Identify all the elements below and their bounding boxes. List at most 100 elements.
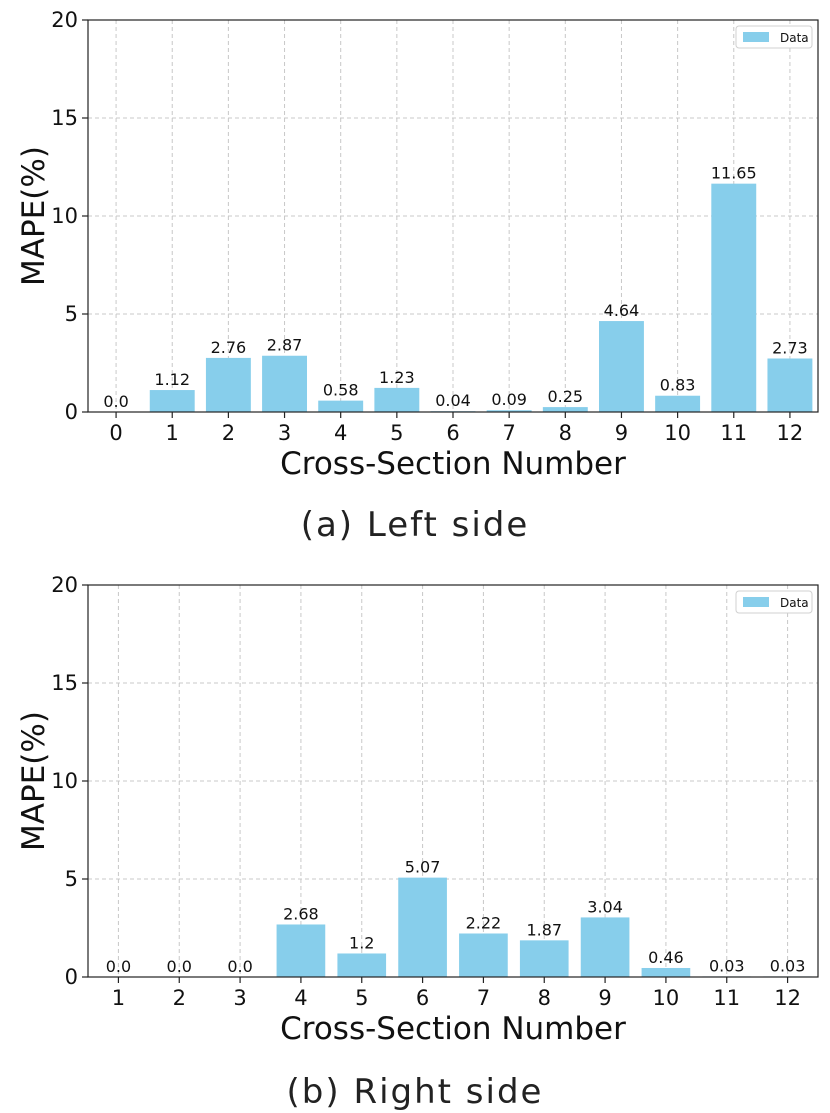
bar-value-label: 0.58 [323,381,359,400]
x-axis-label: Cross-Section Number [280,446,626,482]
bar-value-label: 1.2 [349,933,374,952]
x-tick-label: 9 [615,421,628,445]
y-tick-label: 15 [51,671,78,695]
bar-value-label: 0.0 [227,957,252,976]
bar [519,940,569,977]
x-tick-label: 6 [416,986,429,1010]
x-tick-label: 3 [233,986,246,1010]
legend: Data [735,590,813,614]
bar [767,358,813,412]
y-axis-ticks: 0 5 10 15 20 [51,8,88,424]
legend-swatch [743,32,769,42]
legend-box [735,590,813,614]
bar-value-label: 3.04 [587,897,623,916]
y-tick-label: 15 [51,106,78,130]
bars: 0.0 0.0 0.0 2.68 1.2 5.07 2.22 1.87 3.04 0.46 0.03… [106,858,812,977]
x-tick-label: 9 [598,986,611,1010]
x-tick-label: 2 [173,986,186,1010]
bar [542,407,588,412]
x-tick-label: 8 [559,421,572,445]
x-tick-label: 10 [664,421,691,445]
x-axis-label: Cross-Section Number [280,1011,626,1047]
bar-value-label: 2.73 [772,338,808,357]
legend-box [735,25,813,49]
caption-left-side: (a) Left side [300,505,530,545]
bar [205,357,251,412]
y-axis-ticks: 0 5 10 15 20 [51,573,88,989]
x-tick-label: 11 [720,421,747,445]
x-tick-label: 8 [538,986,551,1010]
bar [641,967,691,977]
y-tick-label: 0 [65,965,78,989]
bar-value-label: 5.07 [405,858,441,877]
legend-label: Data [780,596,809,610]
bar [374,387,420,412]
bar-value-label: 4.64 [604,301,640,320]
x-axis-ticks: 0 1 2 3 4 5 6 7 8 9 10 11 12 [109,412,803,445]
x-tick-label: 4 [294,986,307,1010]
x-tick-label: 1 [112,986,125,1010]
bar-value-label: 0.03 [709,956,745,975]
bar [711,183,757,412]
bar-value-label: 0.0 [106,957,131,976]
y-tick-label: 10 [51,769,78,793]
bars: 0.0 1.12 2.76 2.87 0.58 1.23 0.04 0.09 0.25 4.64 0… [103,164,813,412]
bar-value-label: 0.09 [491,390,527,409]
x-axis-ticks: 1 2 3 4 5 6 7 8 9 10 11 12 [112,977,801,1010]
bar-value-label: 2.76 [211,338,247,357]
x-tick-label: 1 [166,421,179,445]
x-tick-label: 7 [477,986,490,1010]
grid [88,584,818,978]
bar [276,924,326,977]
bar-value-label: 0.83 [660,376,696,395]
bar [486,410,532,412]
legend: Data [735,25,813,49]
bar-value-label: 0.46 [648,948,684,967]
bar-value-label: 1.23 [379,368,415,387]
chart-left-side: 0.0 1.12 2.76 2.87 0.58 1.23 0.04 0.09 0.25 4.64 0… [16,8,819,482]
y-tick-label: 0 [65,400,78,424]
x-tick-label: 2 [222,421,235,445]
x-tick-label: 12 [777,421,804,445]
bar [398,877,447,977]
y-axis-label: MAPE(%) [16,146,52,286]
x-tick-label: 10 [653,986,680,1010]
x-tick-label: 11 [713,986,740,1010]
bar [337,953,387,977]
y-tick-label: 5 [65,867,78,891]
x-tick-label: 4 [334,421,347,445]
bar [599,321,644,412]
x-tick-label: 0 [109,421,122,445]
bar-value-label: 1.87 [526,920,562,939]
bar [318,400,364,412]
x-tick-label: 12 [774,986,801,1010]
x-tick-label: 6 [446,421,459,445]
y-tick-label: 20 [51,8,78,32]
bar-value-label: 0.0 [103,392,128,411]
bar-value-label: 1.12 [154,370,190,389]
bar-value-label: 2.87 [267,336,303,355]
bar-value-label: 2.68 [283,904,319,923]
bar-value-label: 0.25 [547,387,583,406]
bar [655,395,701,412]
legend-swatch [743,597,769,607]
y-axis-label: MAPE(%) [16,711,52,851]
bar [580,917,630,977]
x-tick-label: 5 [390,421,403,445]
bar [149,390,195,412]
legend-label: Data [780,31,809,45]
bar-value-label: 0.04 [435,391,471,410]
x-tick-label: 3 [278,421,291,445]
bar-value-label: 0.0 [167,957,192,976]
bar-value-label: 11.65 [711,164,757,183]
caption-right-side: (b) Right side [286,1072,544,1112]
y-tick-label: 5 [65,302,78,326]
bar [262,355,307,412]
grid [88,19,818,413]
x-tick-label: 5 [355,986,368,1010]
y-tick-label: 20 [51,573,78,597]
x-tick-label: 7 [502,421,515,445]
bar-value-label: 2.22 [466,913,502,932]
y-tick-label: 10 [51,204,78,228]
bar-value-label: 0.03 [770,956,806,975]
